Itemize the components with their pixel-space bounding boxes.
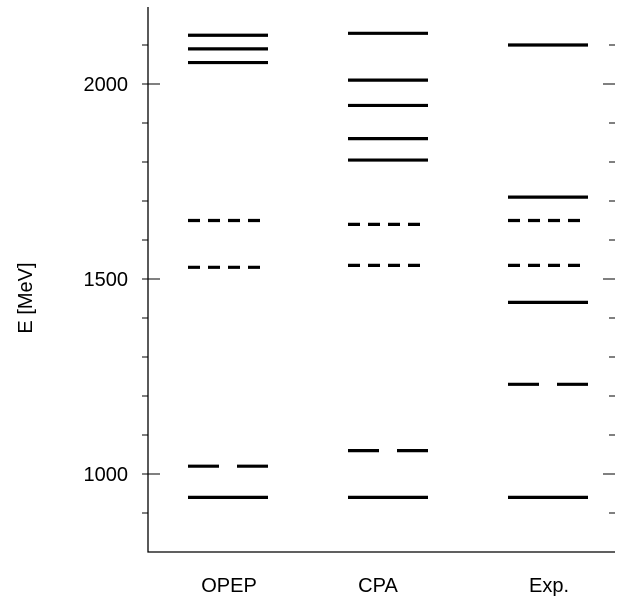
- y-axis-label: E [MeV]: [15, 262, 37, 333]
- category-label: Exp.: [529, 575, 569, 597]
- category-label: OPEP: [201, 575, 257, 597]
- y-ticks: [142, 44, 615, 514]
- axis-frame-lines: [147, 7, 615, 553]
- y-tick-label: 1000: [84, 464, 129, 486]
- y-tick-label: 2000: [84, 74, 129, 96]
- category-labels: OPEP CPA Exp.: [201, 575, 569, 597]
- y-tick-label: 1500: [84, 269, 129, 291]
- y-tick-labels: 1000 1500 2000: [84, 74, 129, 486]
- category-label: CPA: [358, 575, 398, 597]
- plot-frame: [147, 7, 615, 553]
- energy-levels: [188, 31, 588, 499]
